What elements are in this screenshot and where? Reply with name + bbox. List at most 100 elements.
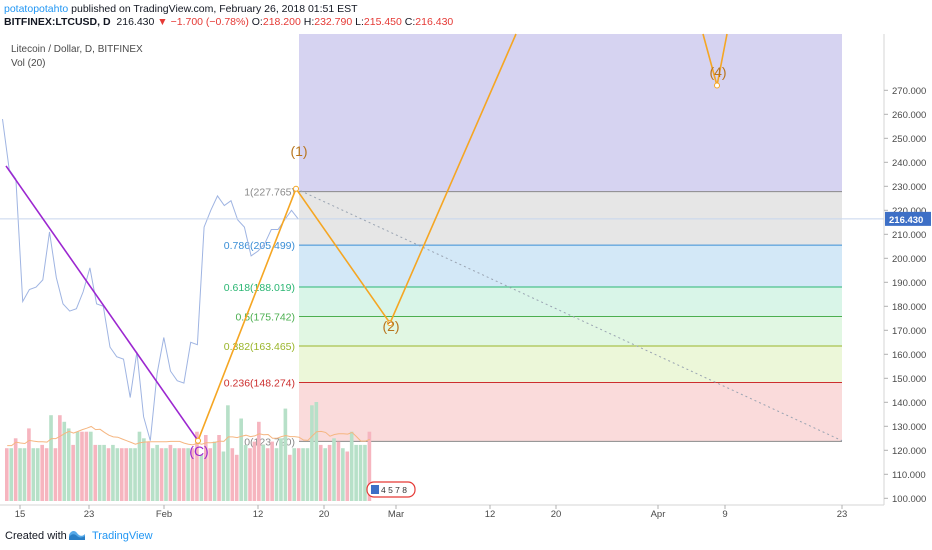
wave-point: [387, 320, 393, 327]
fib-level-label: 0.382(163.465): [224, 341, 295, 353]
volume-bar: [358, 444, 363, 501]
wave-point: [714, 82, 720, 89]
volume-bar: [177, 448, 182, 501]
price-axis-label: 160.000: [892, 350, 926, 361]
volume-bar: [62, 421, 67, 501]
volume-bar: [97, 444, 102, 501]
publish-line: potatopotahto published on TradingView.c…: [4, 3, 358, 15]
volume-bar: [354, 444, 358, 501]
price-axis-label: 150.000: [892, 374, 926, 385]
volume-legend: Vol (20): [11, 58, 46, 69]
volume-bar: [336, 441, 341, 501]
volume-bar: [327, 444, 332, 501]
price-axis-label: 230.000: [892, 182, 926, 193]
volume-bar: [31, 448, 36, 501]
high-value: 232.790: [314, 16, 353, 28]
volume-bar: [345, 451, 350, 501]
volume-bar: [274, 448, 279, 501]
volume-ma-line: [7, 425, 370, 447]
volume-bar: [234, 454, 239, 501]
volume-bar: [265, 448, 270, 501]
price-axis-label: 260.000: [892, 110, 926, 121]
volume-bar: [243, 444, 248, 501]
wave-c-line: [5, 165, 199, 442]
tradingview-brand-link[interactable]: TradingView: [92, 530, 153, 542]
volume-bar: [239, 418, 243, 501]
wave-4-label: (4): [709, 64, 726, 80]
volume-bar: [230, 448, 235, 501]
volume-bar: [261, 444, 266, 501]
volume-bar: [111, 444, 115, 501]
volume-bar: [115, 448, 120, 501]
volume-bar: [9, 448, 14, 501]
chart-legend: Litecoin / Dollar, D, BITFINEX Vol (20): [11, 43, 143, 71]
wave-point: [293, 185, 299, 192]
time-axis-label: Apr: [651, 509, 666, 520]
volume-bar: [195, 431, 199, 501]
time-axis-label: 20: [551, 509, 562, 520]
price-axis-label: 240.000: [892, 158, 926, 169]
volume-bar: [40, 444, 44, 501]
low-label: L:: [355, 16, 364, 28]
volume-bar: [287, 454, 292, 501]
fib-zone-extension: [299, 34, 842, 192]
volume-bar: [310, 405, 314, 501]
volume-bar: [164, 448, 168, 501]
wave-point: [195, 437, 201, 444]
volume-bar: [58, 415, 62, 501]
volume-bar: [217, 435, 221, 501]
volume-bar: [199, 454, 204, 501]
open-value: 218.200: [262, 16, 301, 28]
close-value: 216.430: [415, 16, 454, 28]
published-text: published on TradingView.com, February 2…: [71, 3, 358, 15]
volume-bar: [128, 448, 133, 501]
volume-bar: [44, 448, 49, 501]
price-axis-label: 270.000: [892, 86, 926, 97]
price-axis-label: 200.000: [892, 254, 926, 265]
volume-bar: [212, 441, 217, 501]
volume-bar: [102, 444, 106, 501]
events-badge-label: 4 5 7 8: [381, 485, 407, 495]
volume-bar: [142, 438, 146, 501]
volume-bar: [186, 448, 190, 501]
tradingview-logo-icon[interactable]: [68, 529, 86, 541]
price-axis-label: 100.000: [892, 494, 926, 505]
volume-bar: [133, 448, 137, 501]
volume-bar: [146, 441, 151, 501]
fib-level-label: 0.5(175.742): [235, 312, 295, 324]
author-link[interactable]: potatopotahto: [4, 3, 69, 15]
price-line: [2, 119, 299, 441]
price-axis-label: 120.000: [892, 446, 926, 457]
time-axis-label: Mar: [388, 509, 404, 520]
volume-bar: [279, 438, 283, 501]
last-price: 216.430: [116, 16, 155, 28]
volume-bar: [89, 431, 93, 501]
high-label: H:: [303, 16, 315, 28]
last-price-tag: [885, 211, 931, 226]
time-axis-label: 12: [485, 509, 496, 520]
symbol-label: BITFINEX:LTCUSD, D: [4, 16, 111, 28]
footer-bar: Created with TradingView: [0, 522, 932, 550]
volume-bar: [137, 431, 142, 501]
volume-bar: [283, 408, 288, 501]
volume-bar: [49, 415, 53, 501]
fib-level-label: 0.618(188.019): [224, 282, 295, 294]
price-axis-label: 180.000: [892, 302, 926, 313]
volume-bar: [323, 448, 327, 501]
volume-bar: [106, 448, 111, 501]
price-change: ▼ −1.700 (−0.78%): [157, 16, 249, 28]
fib-zone: [299, 245, 842, 288]
volume-bar: [190, 448, 195, 501]
volume-bar: [226, 405, 230, 501]
price-axis-label: 140.000: [892, 398, 926, 409]
price-axis-label: 130.000: [892, 422, 926, 433]
fib-zone: [299, 316, 842, 346]
price-axis-label: 190.000: [892, 278, 926, 289]
volume-bar: [159, 448, 164, 501]
volume-bar: [270, 441, 274, 501]
volume-bar: [18, 448, 22, 501]
volume-bar: [80, 431, 84, 501]
volume-bar: [168, 444, 173, 501]
volume-bar: [119, 448, 124, 501]
